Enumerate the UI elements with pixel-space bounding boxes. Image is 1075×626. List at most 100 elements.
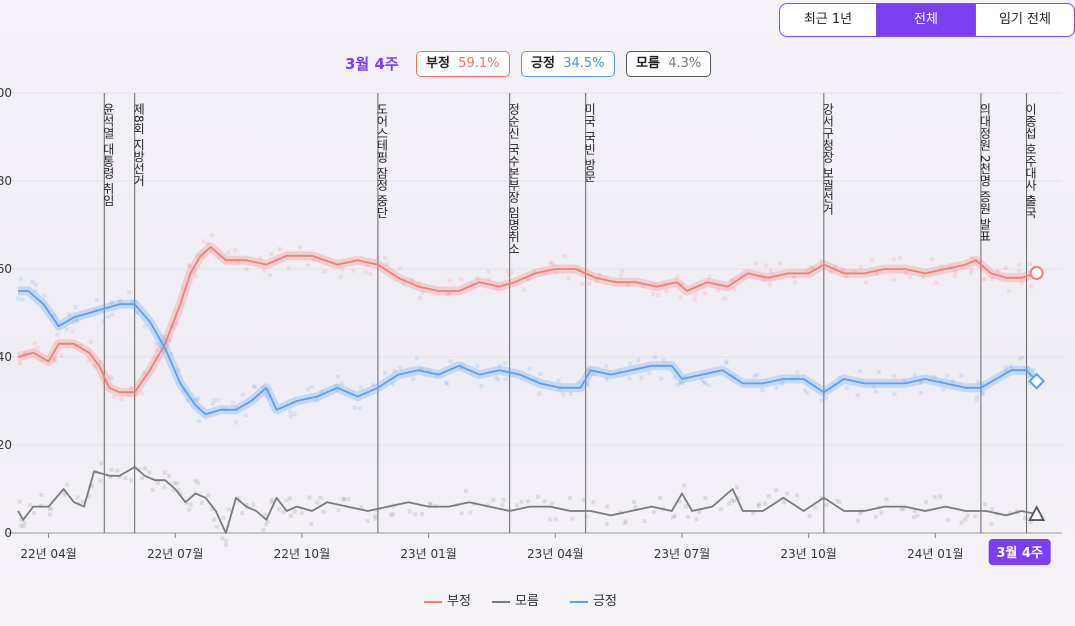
scatter-point [201,239,206,244]
scatter-point [147,470,152,475]
scatter-point [154,342,159,347]
scatter-point [990,276,995,281]
scatter-point [500,503,505,508]
scatter-point [591,371,596,376]
scatter-point [753,261,758,266]
scatter-point [397,266,402,271]
scatter-point [702,380,707,385]
scatter-point [220,536,225,541]
scatter-point [389,512,394,517]
tab-all[interactable]: 전체 [876,4,975,36]
scatter-point [196,396,201,401]
scatter-point [176,368,181,373]
scatter-point [623,519,628,524]
scatter-point [604,364,609,369]
scatter-point [736,495,741,500]
scatter-point [642,519,647,524]
tab-term-all[interactable]: 임기 전체 [975,4,1074,36]
scatter-point [318,495,323,500]
scatter-point [292,509,297,514]
scatter-point [963,517,968,522]
scatter-point [1028,262,1033,267]
scatter-point [179,492,184,497]
scatter-point [1020,355,1025,360]
scatter-point [212,398,217,403]
legend-unknown-label: 모름 [515,594,539,609]
scatter-point [870,258,875,263]
scatter-point [519,499,524,504]
scatter-point [210,401,215,406]
scatter-point [692,297,697,302]
scatter-point [672,513,677,518]
scatter-point [760,388,765,393]
legend-item-negative[interactable]: 부정 [424,590,471,609]
scatter-point [181,286,186,291]
scatter-point [923,500,928,505]
scatter-point [652,355,657,360]
scatter-point [501,497,506,502]
scatter-point [73,344,78,349]
scatter-point [618,510,623,515]
scatter-point [1023,367,1028,372]
scatter-point [899,506,904,511]
scatter-point [527,366,532,371]
scatter-point [407,509,412,514]
y-tick-label: 100 [0,86,12,100]
scatter-point [675,274,680,279]
scatter-point [428,502,433,507]
scatter-point [795,493,800,498]
scatter-point [133,391,138,396]
scatter-point [191,397,196,402]
scatter-point [342,497,347,502]
scatter-point [980,390,985,395]
scatter-point [493,375,498,380]
scatter-point [703,496,708,501]
scatter-point [100,375,105,380]
event-label: 도어스테핑 잠정 중단 [375,103,389,219]
scatter-point [969,267,974,272]
scatter-point [150,488,155,493]
badge-positive-value: 34.5% [563,56,605,71]
scatter-point [757,502,762,507]
scatter-point [181,388,186,393]
scatter-point [487,277,492,282]
scatter-point [30,279,35,284]
scatter-point [172,481,177,486]
scatter-point [427,369,432,374]
scatter-point [112,394,117,399]
legend-item-positive[interactable]: 긍정 [570,590,617,609]
badge-unknown-value: 4.3% [668,56,702,71]
scatter-point [819,495,824,500]
legend-item-unknown[interactable]: 모름 [492,590,539,609]
scatter-point [547,517,552,522]
scatter-point [1017,262,1022,267]
scatter-point [128,478,133,483]
scatter-point [392,368,397,373]
scatter-point [226,250,231,255]
scatter-point [101,319,106,324]
scatter-point [265,394,270,399]
scatter-point [496,377,501,382]
scatter-point [133,299,138,304]
scatter-point [187,264,192,269]
scatter-point [491,497,496,502]
scatter-point [941,387,946,392]
legend-positive-label: 긍정 [593,594,617,609]
scatter-point [39,492,44,497]
legend-negative-label: 부정 [447,594,471,609]
scatter-point [445,292,450,297]
event-label: 이종섭 호주대사 출국 [1024,103,1038,219]
scatter-point [194,397,199,402]
scatter-point [365,519,370,524]
scatter-point [428,501,433,506]
scatter-point [514,503,519,508]
scatter-point [174,481,179,486]
tab-recent-1y[interactable]: 최근 1년 [803,12,853,27]
scatter-point [766,494,771,499]
scatter-point [53,356,58,361]
scatter-point [626,282,631,287]
scatter-point [64,482,69,487]
scatter-point [142,466,147,471]
scatter-point [288,513,293,518]
series-line-부정 [17,246,1037,394]
